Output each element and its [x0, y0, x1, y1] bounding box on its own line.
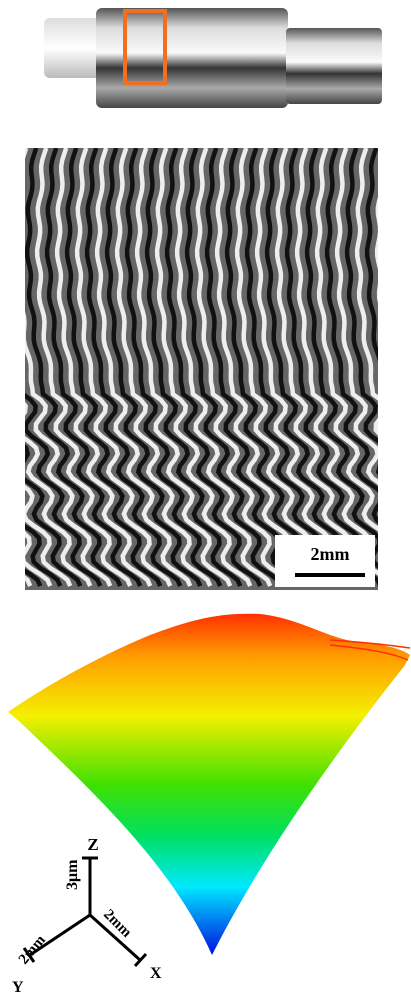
fringe	[407, 148, 411, 586]
surface-plot	[8, 614, 410, 955]
fringe	[0, 148, 20, 586]
fringe	[0, 148, 10, 586]
x-label: X	[150, 965, 162, 982]
z-scale: 3μm	[64, 859, 81, 890]
fringe	[377, 148, 411, 586]
scale-bar-label: 2mm	[311, 544, 350, 564]
z-label: Z	[87, 835, 98, 854]
x-scale: 2mm	[100, 907, 135, 942]
figure: 2mm Z 3μm 2mm 2mm Y X	[0, 0, 411, 999]
fringe	[397, 148, 411, 586]
fringe	[387, 148, 411, 586]
y-label: Y	[12, 979, 24, 996]
part-photo	[44, 8, 382, 108]
fringe-image: 2mm	[0, 148, 411, 590]
